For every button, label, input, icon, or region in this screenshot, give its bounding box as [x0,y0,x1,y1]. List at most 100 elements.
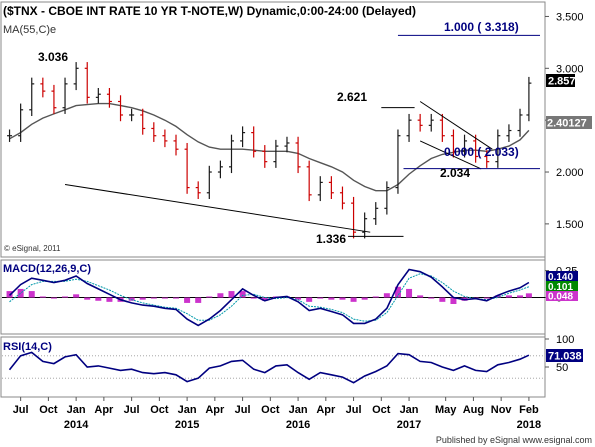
macd-histogram-bar [406,288,413,298]
price-bars-layer [7,62,532,239]
x-year-label: 2014 [64,419,89,431]
macd-histogram-bar [28,291,35,298]
macd-signal-label: 0.101 [548,282,573,293]
price-bar [273,139,279,168]
macd-histogram-bar [483,297,490,299]
x-month-label: Apr [94,404,114,416]
rsi-tick-label: 100 [556,334,574,346]
price-bar [62,77,68,114]
price-bar [40,77,46,98]
price-bar [473,134,479,163]
rsi-axis-ticks: 100 50 [545,334,574,374]
macd-histogram-bar [525,293,532,298]
x-axis: Jul Oct Jan Apr Jul Oct Jan Apr Jul Oct Jan Apr Jul O… [13,397,541,431]
fib-000-label: 0.000 ( 2.033) [444,145,519,159]
x-month-label: Jul [346,404,362,416]
price-bar [251,126,257,158]
x-month-label: Apr [205,404,225,416]
rsi-value-label: 71.038 [548,351,582,363]
moving-average-layer [9,102,530,192]
trendlines-layer [64,34,540,237]
price-bar [95,88,101,104]
x-month-label: Apr [316,404,336,416]
channel-upper-line [419,101,493,150]
rsi-value-box [546,349,583,362]
macd-histogram-bar [250,297,257,299]
macd-histogram-bar [361,297,368,300]
macd-histogram-bar [261,297,268,301]
price-bar [373,202,379,225]
price-tick-label: 2.000 [556,167,584,179]
macd-histogram-bar [217,293,224,298]
price-bar [484,150,490,168]
macd-histogram-bar [139,297,146,300]
last-price-box [546,74,575,87]
price-bar [495,129,501,168]
price-bar [417,113,423,132]
x-month-label: Oct [261,404,280,416]
price-bar [351,196,357,239]
macd-histogram-bar [73,294,80,298]
chart-title: ($TNX - CBOE INT RATE 10 YR T-NOTE,W) Dy… [3,4,416,18]
x-month-label: Oct [372,404,391,416]
macd-histogram-bar [39,296,46,298]
x-month-label: Feb [519,404,539,416]
macd-lines-layer [8,268,530,327]
price-bar [328,176,334,199]
x-month-label: Nov [491,404,513,416]
macd-histogram-bar [417,295,424,298]
price-tick-label: 1.500 [556,219,584,231]
macd-histogram-bar [228,291,235,298]
price-bar [384,181,390,215]
macd-histogram-bar [106,297,113,302]
macd-histogram-bar [439,297,446,302]
price-bar [228,134,234,174]
footer-credit: Published by eSignal www.esignal.com [436,435,592,445]
x-month-label: Jul [13,404,29,416]
macd-histogram-bar [17,288,24,298]
x-month-label: Jan [178,404,197,416]
macd-histogram-bar [328,297,335,300]
macd-histogram-bar [372,296,379,298]
macd-hist-label: 0.048 [548,292,573,303]
price-bar [284,136,290,153]
price-bar [450,129,456,158]
annotation-high-2013: 3.036 [38,50,68,64]
macd-histogram-bar [494,295,501,298]
macd-histogram-bar [383,293,390,298]
price-bar [262,145,268,168]
price-bar [362,212,368,239]
channel-lower-line [419,140,482,170]
fib-100-label: 1.000 ( 3.318) [444,20,519,34]
annotation-low-2017: 2.034 [440,166,470,180]
price-bar [173,134,179,156]
price-bar [526,76,532,122]
price-bar [195,181,201,199]
price-bar [151,122,157,142]
rsi-line-layer [2,351,545,384]
x-year-label: 2016 [286,419,310,431]
x-month-label: Jan [67,404,86,416]
ma-price-box [546,116,592,129]
macd-histogram-bar [128,297,135,301]
price-bar [306,160,312,202]
macd-value-box [546,271,578,282]
price-bar [506,124,512,142]
x-month-label: Jan [400,404,419,416]
price-bar [428,113,434,132]
macd-histogram-bar [394,286,401,298]
macd-value-label: 0.140 [548,272,573,283]
price-bar [51,84,57,114]
annotation-high-2016: 2.621 [337,90,367,104]
macd-histogram-bar [150,297,157,299]
rsi-tick-label: 50 [556,362,568,374]
macd-line [8,268,530,327]
annotation-low-2016: 1.336 [316,232,346,246]
price-bar [84,62,90,104]
macd-histogram-bar [184,297,191,303]
price-bar [206,165,212,199]
macd-signal-line [9,273,530,322]
price-bar [317,176,323,202]
x-year-label: 2017 [397,419,421,431]
